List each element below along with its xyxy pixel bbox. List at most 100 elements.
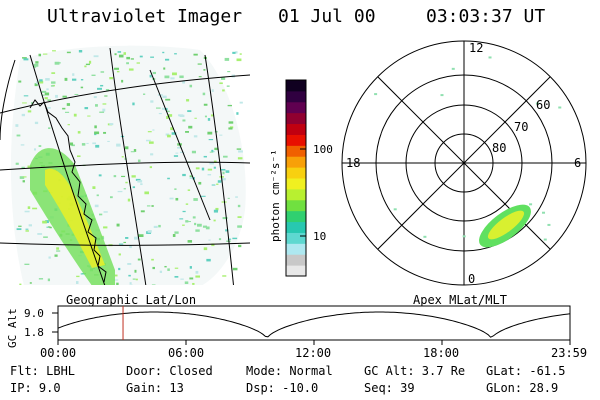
status-dsp: Dsp: -10.0 (246, 381, 319, 395)
emission-dot (38, 145, 42, 147)
emission-dot (76, 275, 80, 278)
geographic-caption: Geographic Lat/Lon (66, 293, 196, 307)
emission-dot (195, 229, 200, 232)
date-label: 01 Jul 00 (278, 6, 376, 27)
lon-line-1 (29, 54, 106, 285)
emission-dot (167, 134, 171, 138)
emission-dot (174, 53, 177, 55)
emission-dot (167, 268, 170, 271)
emission-dot (159, 270, 163, 273)
emission-dot (182, 173, 186, 177)
emission-dot (225, 170, 230, 173)
emission-dot (135, 178, 141, 181)
emission-dot (192, 216, 196, 219)
emission-dot (34, 121, 39, 125)
emission-dot (222, 275, 227, 277)
emission-dot (105, 89, 110, 91)
emission-dot (64, 77, 68, 81)
emission-dot (143, 93, 146, 95)
status-gc-alt: GC Alt: 3.7 Re (364, 364, 466, 378)
emission-dot (24, 210, 30, 213)
emission-dot (170, 77, 175, 80)
emission-dot (150, 100, 154, 103)
emission-dot (131, 175, 136, 178)
emission-dot (15, 162, 19, 165)
x-tick-label-4: 23:59 (551, 346, 587, 360)
mlt-label-18: 18 (346, 156, 360, 170)
emission-dot (174, 275, 179, 278)
emission-dot (171, 132, 177, 135)
emission-dot (136, 62, 140, 64)
emission-dot (188, 125, 193, 129)
status-glon: GLon: 28.9 (486, 381, 559, 395)
emission-dot (139, 55, 143, 58)
emission-dot (129, 245, 132, 249)
emission-dot (170, 127, 174, 131)
emission-dot (85, 63, 90, 66)
emission-dot (47, 226, 51, 228)
emission-dot (127, 263, 132, 265)
emission-dot (219, 134, 223, 136)
emission-dot (222, 171, 225, 175)
emission-dot (187, 189, 191, 191)
emission-dot (117, 51, 122, 53)
emission-dot (191, 150, 196, 154)
emission-dot (187, 110, 192, 113)
emission-dot (158, 112, 162, 115)
emission-dot (140, 183, 143, 186)
time-label: 03:03:37 UT (426, 6, 546, 27)
emission-dot (224, 57, 230, 61)
emission-dot (34, 148, 37, 151)
emission-dot (193, 135, 198, 138)
emission-dot (102, 108, 106, 112)
emission-dot (182, 119, 186, 122)
emission-dot (137, 258, 141, 261)
emission-dot (237, 216, 242, 218)
emission-dot (205, 226, 210, 230)
emission-dot (77, 131, 81, 134)
emission-dot (189, 176, 193, 179)
polar-axis-d2 (377, 76, 551, 250)
emission-dot (36, 81, 39, 84)
emission-dot (35, 61, 39, 64)
emission-dot (162, 51, 165, 54)
emission-dot (16, 134, 21, 137)
emission-dot (137, 159, 141, 162)
x-tick-label-0: 00:00 (40, 346, 76, 360)
emission-dot (213, 209, 219, 213)
emission-dot (186, 99, 190, 102)
mlt-label-0: 0 (468, 272, 475, 286)
emission-dot (213, 219, 216, 222)
emission-dot (189, 277, 194, 280)
emission-dot (18, 80, 22, 83)
emission-dot (214, 147, 218, 151)
emission-dot (164, 75, 170, 79)
polar-caption: Apex MLat/MLT (413, 293, 507, 307)
emission-dot (81, 143, 86, 146)
emission-dot (227, 70, 231, 73)
status-ip: IP: 9.0 (10, 381, 61, 395)
emission-dot (56, 247, 60, 250)
emission-dot (211, 149, 214, 153)
emission-dot (189, 84, 193, 88)
emission-dot (28, 224, 33, 227)
emission-dot (23, 95, 29, 97)
emission-dot (147, 230, 152, 233)
emission-dot (226, 85, 230, 87)
emission-dot (207, 131, 213, 135)
emission-dot (107, 140, 110, 142)
emission-dot (117, 190, 123, 193)
emission-dot (93, 55, 99, 58)
emission-dot (19, 283, 22, 285)
emission-dot (109, 123, 114, 126)
emission-dot (20, 144, 25, 146)
emission-dot (47, 107, 51, 109)
emission-dot (91, 74, 96, 76)
emission-dot (227, 197, 230, 199)
emission-dot (219, 82, 223, 85)
emission-dot (49, 226, 52, 229)
emission-dot (179, 75, 184, 79)
polar-emission-dot (529, 203, 533, 206)
emission-dot (203, 69, 206, 71)
